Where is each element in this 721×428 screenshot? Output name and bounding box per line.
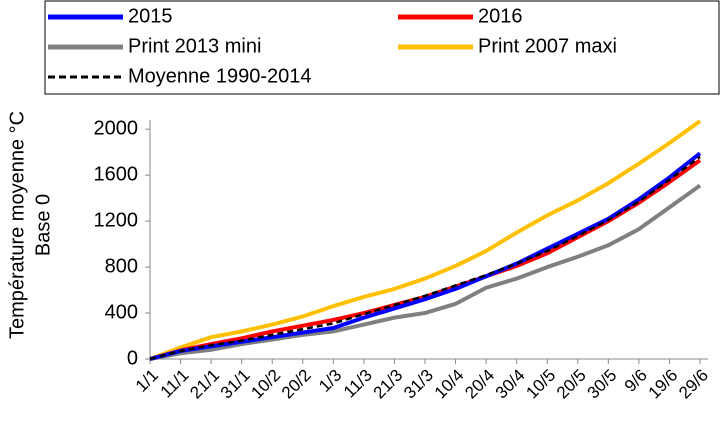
series-line	[149, 183, 702, 361]
x-tick-label: 19/6	[645, 366, 682, 403]
x-tick-label: 21/3	[370, 366, 407, 403]
legend-label: 2016	[478, 5, 523, 27]
x-tick-label: 20/4	[461, 366, 498, 403]
x-tick-label: 31/1	[217, 366, 254, 403]
x-tick-label: 10/2	[247, 366, 284, 403]
y-tick-label: 1200	[94, 209, 139, 231]
x-tick-label: 10/4	[431, 366, 468, 403]
series-line	[149, 155, 701, 361]
x-tick-label: 21/1	[186, 366, 223, 403]
x-tick-label: 30/4	[492, 366, 529, 403]
legend-box	[44, 0, 720, 95]
legend-label: Print 2007 maxi	[478, 35, 617, 57]
legend-label: Print 2013 mini	[128, 35, 261, 57]
legend-label: 2015	[128, 5, 173, 27]
series-line	[149, 158, 702, 361]
y-axis-title: Température moyenne °C	[6, 111, 28, 339]
x-tick-label: 31/3	[400, 366, 437, 403]
y-tick-label: 0	[127, 347, 138, 369]
y-tick-label: 400	[105, 301, 138, 323]
x-tick-label: 11/3	[340, 366, 376, 402]
series-line	[149, 151, 702, 361]
legend-label: Moyenne 1990-2014	[128, 65, 311, 87]
y-tick-label: 2000	[94, 117, 139, 139]
x-tick-label: 20/5	[553, 366, 590, 403]
x-tick-label: 1/3	[315, 366, 345, 396]
y-tick-label: 800	[105, 255, 138, 277]
x-tick-label: 30/5	[583, 366, 620, 403]
x-tick-label: 1/1	[132, 366, 162, 396]
y-tick-label: 1600	[94, 163, 139, 185]
x-tick-label: 20/2	[278, 366, 315, 403]
series-line	[149, 119, 702, 361]
x-tick-label: 11/1	[157, 366, 193, 402]
y-axis-title: Base 0	[32, 194, 54, 256]
x-tick-label: 10/5	[522, 366, 559, 403]
x-tick-label: 29/6	[675, 366, 712, 403]
